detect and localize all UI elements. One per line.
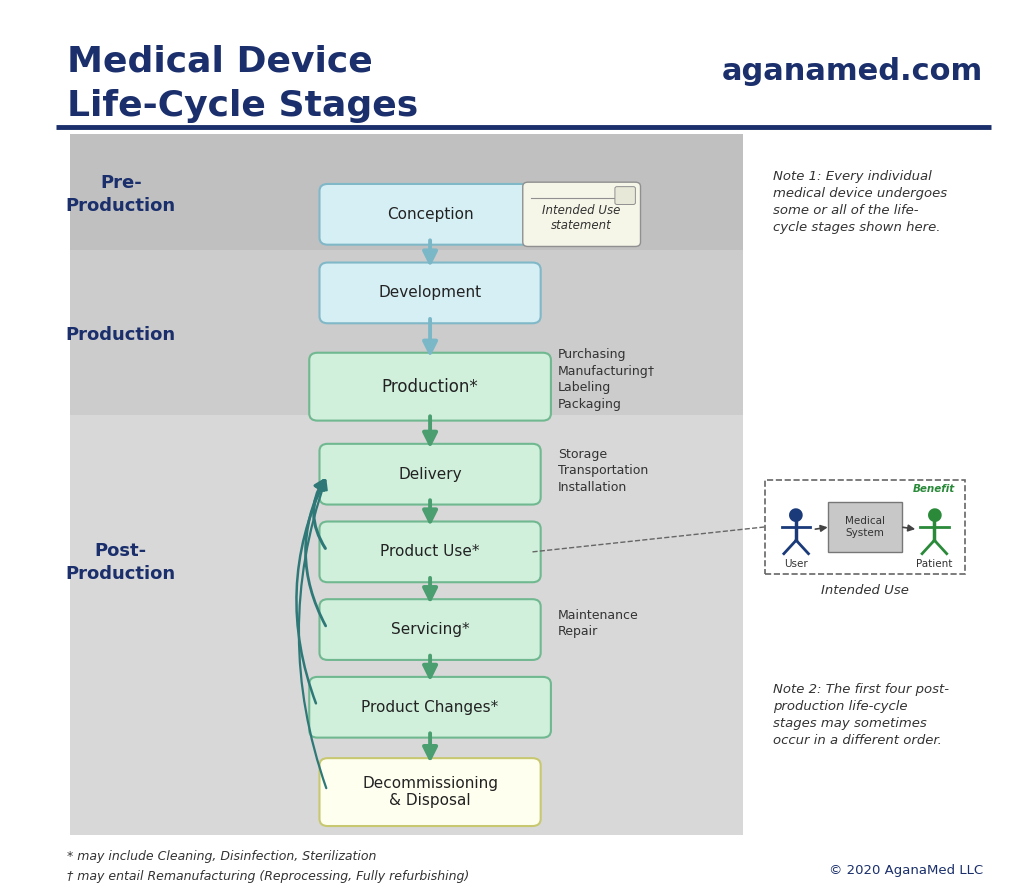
- FancyArrowPatch shape: [313, 480, 326, 548]
- FancyBboxPatch shape: [319, 444, 541, 505]
- FancyBboxPatch shape: [319, 758, 541, 826]
- Text: Purchasing
Manufacturing†
Labeling
Packaging: Purchasing Manufacturing† Labeling Packa…: [558, 348, 655, 411]
- Text: Patient: Patient: [916, 559, 952, 570]
- FancyBboxPatch shape: [319, 184, 541, 245]
- Bar: [765, 480, 965, 574]
- Bar: [70, 415, 743, 835]
- Text: † may entail Remanufacturing (Reprocessing, Fully refurbishing): † may entail Remanufacturing (Reprocessi…: [67, 870, 469, 883]
- Text: Conception: Conception: [387, 207, 473, 221]
- Text: Production: Production: [66, 326, 176, 344]
- Text: Intended Use: Intended Use: [821, 585, 909, 597]
- FancyArrowPatch shape: [299, 480, 327, 789]
- Text: Note 1: Every individual
medical device undergoes
some or all of the life-
cycle: Note 1: Every individual medical device …: [773, 170, 947, 234]
- Text: Intended Use
statement: Intended Use statement: [543, 204, 621, 232]
- Text: User: User: [784, 559, 808, 570]
- FancyBboxPatch shape: [319, 263, 541, 323]
- Bar: [70, 134, 743, 250]
- Text: Note 2: The first four post-
production life-cycle
stages may sometimes
occur in: Note 2: The first four post- production …: [773, 683, 949, 747]
- Text: Product Use*: Product Use*: [380, 545, 480, 559]
- Text: Production*: Production*: [382, 378, 478, 396]
- Text: Maintenance
Repair: Maintenance Repair: [558, 608, 639, 638]
- FancyBboxPatch shape: [614, 187, 635, 204]
- FancyArrowPatch shape: [296, 480, 325, 704]
- Text: Post-
Production: Post- Production: [66, 542, 176, 583]
- Text: Product Changes*: Product Changes*: [361, 700, 499, 714]
- Text: Servicing*: Servicing*: [391, 622, 469, 637]
- FancyBboxPatch shape: [309, 677, 551, 738]
- Bar: [70, 250, 743, 415]
- Text: © 2020 AganaMed LLC: © 2020 AganaMed LLC: [828, 864, 983, 877]
- FancyBboxPatch shape: [828, 502, 902, 552]
- Text: Medical Device: Medical Device: [67, 45, 373, 79]
- FancyBboxPatch shape: [522, 182, 641, 246]
- FancyArrowPatch shape: [305, 480, 326, 626]
- FancyBboxPatch shape: [319, 522, 541, 582]
- Text: Development: Development: [379, 286, 481, 300]
- Text: Medical
System: Medical System: [845, 516, 886, 538]
- Text: ●: ●: [788, 506, 804, 524]
- Text: Storage
Transportation
Installation: Storage Transportation Installation: [558, 447, 648, 494]
- Text: ●: ●: [927, 506, 942, 524]
- Text: Benefit: Benefit: [913, 484, 955, 495]
- Text: * may include Cleaning, Disinfection, Sterilization: * may include Cleaning, Disinfection, St…: [67, 850, 376, 864]
- Text: aganamed.com: aganamed.com: [722, 57, 983, 86]
- FancyBboxPatch shape: [309, 353, 551, 421]
- Text: Life-Cycle Stages: Life-Cycle Stages: [67, 89, 418, 123]
- Text: Delivery: Delivery: [398, 467, 462, 481]
- FancyBboxPatch shape: [319, 599, 541, 660]
- Text: Decommissioning
& Disposal: Decommissioning & Disposal: [362, 776, 498, 808]
- Text: Pre-
Production: Pre- Production: [66, 174, 176, 215]
